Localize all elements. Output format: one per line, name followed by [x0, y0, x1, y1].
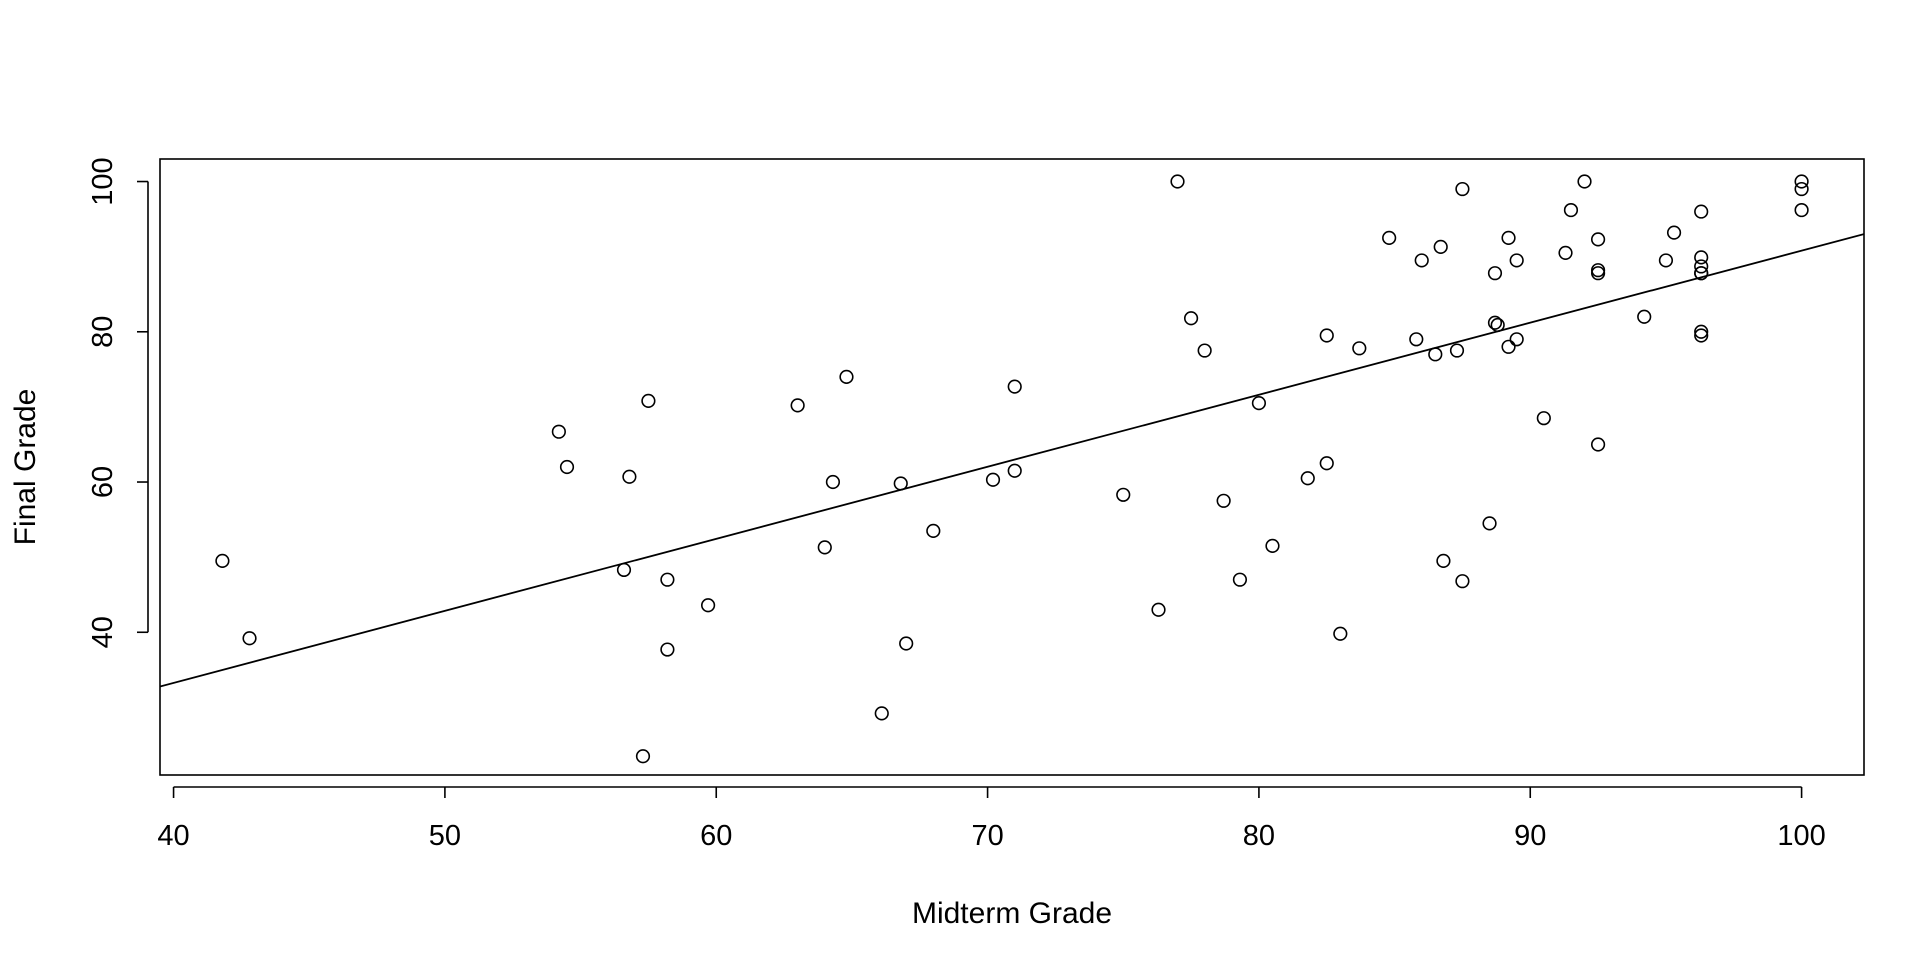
x-tick-label: 100 — [1777, 820, 1825, 852]
data-point — [1170, 174, 1185, 189]
data-point — [1501, 339, 1516, 354]
data-point — [1563, 202, 1579, 218]
data-point — [1637, 309, 1652, 324]
data-point — [616, 562, 632, 578]
y-tick-label: 80 — [87, 316, 119, 348]
data-point — [817, 540, 832, 555]
data-point — [893, 476, 908, 491]
data-point — [660, 642, 675, 657]
data-point — [1590, 437, 1606, 452]
data-point — [1694, 250, 1709, 265]
data-point — [1590, 263, 1606, 278]
data-point — [874, 706, 889, 721]
x-axis: 40 50 60 70 80 90 100 — [157, 786, 1826, 852]
x-tick-label: 70 — [971, 820, 1003, 852]
data-point — [1455, 181, 1470, 197]
data-point — [551, 424, 566, 439]
data-point — [1558, 245, 1573, 261]
y-tick-label: 40 — [87, 616, 119, 648]
x-tick-label: 90 — [1514, 820, 1546, 852]
data-point — [1490, 317, 1505, 333]
data-point — [1694, 266, 1709, 281]
data-point — [1265, 538, 1280, 553]
data-point — [1577, 174, 1592, 189]
x-axis-title: Midterm Grade — [912, 897, 1112, 930]
data-point — [1116, 487, 1131, 502]
data-point — [701, 598, 716, 613]
data-point — [641, 393, 656, 408]
data-point — [790, 398, 805, 413]
data-point — [985, 472, 1001, 487]
data-point — [559, 459, 575, 475]
data-point — [1319, 456, 1334, 471]
data-point — [1794, 181, 1809, 197]
data-point — [1455, 574, 1470, 589]
y-axis-title: Final Grade — [9, 389, 42, 546]
x-tick-label: 80 — [1243, 820, 1275, 852]
data-point — [1414, 253, 1429, 268]
data-point — [635, 749, 651, 764]
data-point — [1590, 266, 1606, 281]
data-point — [1319, 328, 1334, 343]
data-point — [1382, 230, 1397, 245]
data-point — [1449, 343, 1465, 358]
data-point — [839, 369, 854, 384]
data-point — [622, 469, 637, 484]
x-tick-label: 60 — [700, 820, 732, 852]
regression-line — [160, 233, 1864, 688]
data-point — [1436, 553, 1451, 569]
data-point — [1251, 396, 1267, 411]
x-tick-label: 50 — [429, 820, 461, 852]
data-point — [926, 523, 941, 538]
y-axis: 40 60 80 100 — [87, 157, 149, 648]
data-point — [215, 553, 230, 569]
data-point — [1536, 411, 1551, 426]
data-point — [1694, 259, 1709, 274]
data-point — [1007, 379, 1022, 394]
data-point — [242, 631, 257, 646]
data-point — [1433, 239, 1448, 254]
x-tick-label: 40 — [157, 820, 189, 852]
data-point — [1794, 174, 1809, 189]
data-point — [1694, 204, 1709, 219]
plot-frame — [159, 158, 1865, 776]
data-point — [825, 474, 841, 490]
data-point — [1501, 230, 1516, 245]
data-point — [1694, 328, 1709, 343]
points-layer — [215, 174, 1809, 764]
data-point — [1183, 311, 1199, 326]
data-point — [1694, 324, 1709, 339]
data-point — [1409, 332, 1424, 347]
data-point — [1197, 343, 1212, 358]
data-point — [1666, 225, 1682, 240]
data-point — [1232, 572, 1248, 587]
y-tick-label: 60 — [87, 466, 119, 498]
regression-line-layer — [160, 233, 1864, 688]
data-point — [1487, 266, 1503, 281]
data-point — [1509, 253, 1524, 268]
data-point — [660, 572, 675, 587]
data-point — [1352, 341, 1367, 356]
data-point — [1509, 332, 1524, 347]
data-point — [1428, 347, 1443, 362]
data-point — [899, 636, 914, 651]
data-point — [1482, 516, 1497, 531]
y-tick-label: 100 — [87, 157, 119, 205]
data-point — [1658, 253, 1674, 268]
data-point — [1487, 315, 1503, 330]
data-point — [1216, 493, 1231, 508]
data-point — [1333, 626, 1348, 641]
data-point — [1300, 471, 1315, 486]
data-point — [1007, 463, 1022, 478]
data-point — [1590, 232, 1606, 247]
data-point — [1794, 202, 1809, 218]
data-point — [1151, 602, 1166, 617]
